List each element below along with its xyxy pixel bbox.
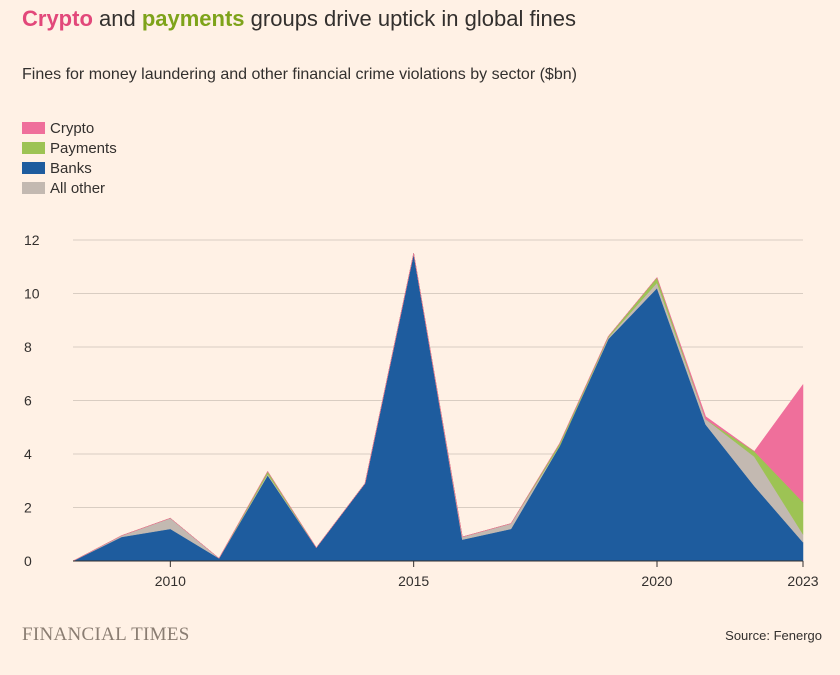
legend-item-crypto: Crypto	[22, 118, 117, 138]
legend-swatch	[22, 162, 45, 174]
title-crypto: Crypto	[22, 6, 93, 31]
y-tick-label: 0	[24, 553, 32, 569]
legend-item-payments: Payments	[22, 138, 117, 158]
x-tick-label: 2023	[787, 573, 818, 589]
chart-subtitle: Fines for money laundering and other fin…	[22, 66, 577, 83]
chart-title: Crypto and payments groups drive uptick …	[22, 6, 576, 32]
source-note: Source: Fenergo	[725, 628, 822, 643]
y-tick-label: 10	[24, 286, 40, 302]
legend-item-all-other: All other	[22, 178, 117, 198]
legend-swatch	[22, 142, 45, 154]
legend-label: Payments	[50, 139, 117, 157]
legend-swatch	[22, 182, 45, 194]
legend-label: Crypto	[50, 119, 95, 137]
legend-swatch	[22, 122, 45, 134]
legend-label: All other	[50, 179, 106, 197]
y-tick-label: 8	[24, 339, 32, 355]
x-tick-label: 2020	[641, 573, 672, 589]
title-and: and	[92, 6, 142, 31]
brand-logo: FINANCIAL TIMES	[22, 624, 190, 645]
y-tick-label: 6	[24, 393, 32, 409]
chart-legend: Crypto Payments Banks All other	[22, 118, 117, 198]
area-crypto	[72, 253, 804, 562]
title-payments: payments	[141, 6, 245, 31]
legend-item-banks: Banks	[22, 158, 117, 178]
y-tick-label: 12	[24, 232, 40, 248]
area-banks	[72, 253, 804, 562]
legend-label: Banks	[50, 159, 92, 177]
title-rest: groups drive uptick in global fines	[244, 6, 576, 31]
x-tick-label: 2015	[398, 573, 429, 589]
x-tick-label: 2010	[155, 573, 186, 589]
y-tick-label: 2	[24, 500, 32, 516]
y-tick-label: 4	[24, 446, 32, 462]
